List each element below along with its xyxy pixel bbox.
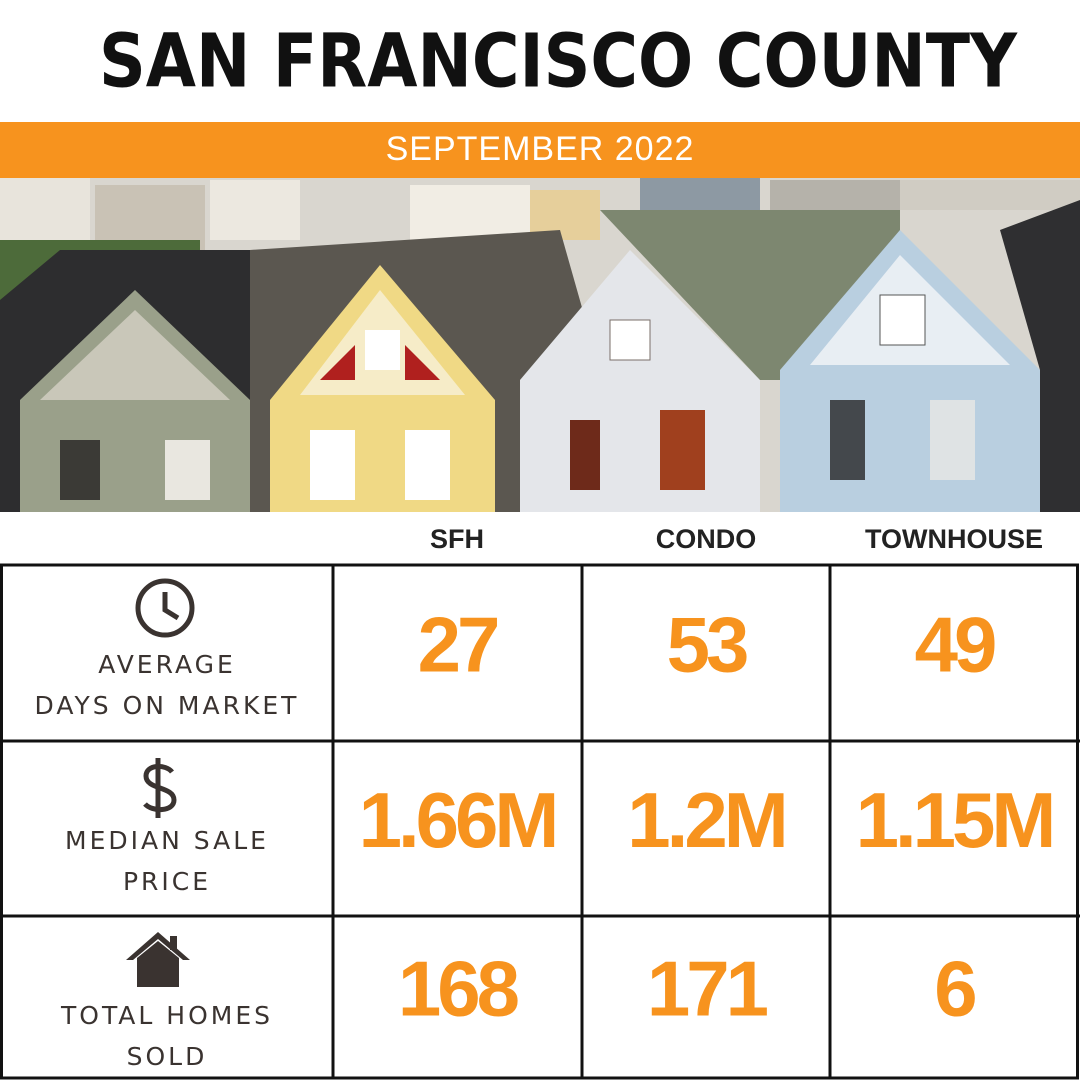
houses-photo: [0, 178, 1080, 512]
cell-value: 171: [647, 945, 768, 1033]
column-header: TOWNHOUSE: [865, 524, 1043, 554]
column-header: CONDO: [656, 524, 757, 554]
table-grid: [0, 563, 1080, 1080]
title: SAN FRANCISCO COUNTY: [99, 19, 1018, 105]
subtitle-band: [0, 122, 1080, 178]
subtitle: SEPTEMBER 2022: [386, 130, 695, 168]
house-icon: [126, 932, 190, 987]
column-header: SFH: [430, 524, 484, 554]
cell-value: 1.15M: [856, 776, 1053, 864]
row-label: PRICE: [123, 867, 211, 896]
cell-value: 1.66M: [359, 776, 556, 864]
dollar-icon: [143, 758, 177, 818]
cell-value: 1.2M: [627, 776, 784, 864]
row-label: MEDIAN SALE: [65, 826, 269, 855]
clock-icon: [135, 578, 195, 638]
cell-value: 6: [934, 945, 975, 1033]
cell-value: 168: [398, 945, 518, 1033]
row-label: AVERAGE: [98, 650, 236, 679]
cell-value: 49: [915, 601, 995, 689]
row-label: SOLD: [127, 1042, 208, 1071]
row-label: DAYS ON MARKET: [35, 691, 300, 720]
row-label: TOTAL HOMES: [60, 1001, 273, 1030]
cell-value: 53: [667, 601, 747, 689]
cell-value: 27: [418, 601, 497, 689]
